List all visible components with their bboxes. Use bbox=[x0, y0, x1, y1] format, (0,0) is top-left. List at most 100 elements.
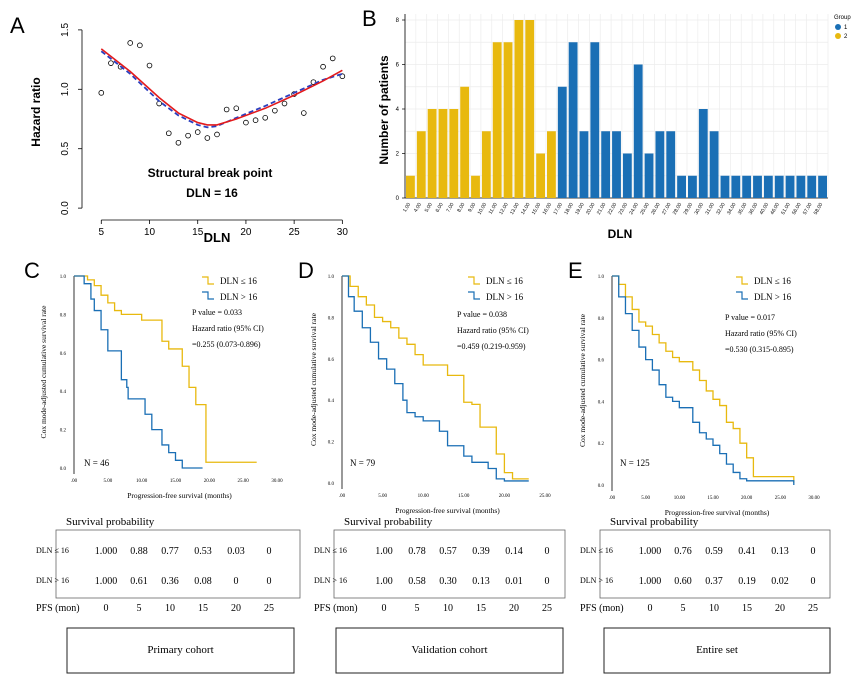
table-cell: 0 bbox=[267, 546, 272, 557]
pfs-value: 20 bbox=[231, 603, 241, 614]
legend-swatch-gt16 bbox=[736, 291, 748, 300]
pfs-value: 5 bbox=[415, 603, 420, 614]
bar-group1 bbox=[677, 175, 686, 198]
bar-group1 bbox=[698, 109, 708, 198]
bar-group2 bbox=[514, 20, 524, 198]
pfs-label: PFS (mon) bbox=[36, 603, 80, 614]
y-tick-label: 0.8 bbox=[60, 313, 67, 318]
x-tick-label: 16.00 bbox=[542, 202, 554, 216]
p-value: P value = 0.033 bbox=[192, 308, 242, 317]
panel-label-a: A bbox=[10, 13, 25, 38]
x-tick-label: 26.00 bbox=[650, 202, 662, 216]
pfs-value: 0 bbox=[648, 603, 653, 614]
bar-group1 bbox=[720, 175, 730, 198]
x-tick-label: .00 bbox=[71, 479, 78, 484]
y-tick-label: 0.0 bbox=[598, 484, 605, 489]
bar-group1 bbox=[709, 131, 719, 198]
y-axis-label: Cox mode-adjusted cumulative survival ra… bbox=[309, 312, 318, 446]
survival-curve-le16 bbox=[74, 275, 257, 463]
x-tick-label: 28.00 bbox=[672, 202, 684, 216]
data-point bbox=[194, 129, 201, 135]
x-tick-label: 20.00 bbox=[204, 479, 216, 484]
bar-group1 bbox=[633, 64, 643, 198]
x-tick-label: 20 bbox=[240, 227, 252, 238]
y-tick-label: 0.5 bbox=[60, 141, 71, 155]
x-tick-label: 24.00 bbox=[628, 202, 640, 216]
table-cell: 1.000 bbox=[639, 576, 662, 587]
x-tick-label: 56.00 bbox=[791, 202, 803, 216]
data-point bbox=[329, 55, 336, 62]
legend-swatch-le16 bbox=[202, 276, 214, 285]
survival-curve-le16 bbox=[612, 275, 795, 483]
x-tick-label: 17.00 bbox=[553, 202, 565, 216]
table-cell: 1.00 bbox=[375, 546, 393, 557]
bar-group1 bbox=[753, 175, 762, 198]
legend-swatch-le16 bbox=[468, 276, 480, 285]
data-point bbox=[175, 139, 182, 146]
y-tick-label: 1.0 bbox=[60, 82, 71, 96]
y-tick-label: 0.0 bbox=[60, 467, 67, 472]
data-point bbox=[272, 107, 278, 114]
x-tick-label: 51.00 bbox=[780, 202, 792, 216]
y-tick-label: 1.5 bbox=[60, 22, 71, 36]
x-tick-label: 10 bbox=[144, 227, 156, 238]
data-point bbox=[146, 62, 153, 69]
table-box bbox=[599, 529, 831, 599]
table-cell: 0.13 bbox=[771, 546, 789, 557]
y-tick-label: 1.0 bbox=[328, 275, 335, 280]
table-cell: 0 bbox=[545, 576, 550, 587]
x-tick-label: 57.00 bbox=[802, 202, 814, 216]
x-tick-label: 25.00 bbox=[539, 494, 551, 499]
y-tick-label: 0.6 bbox=[328, 358, 335, 363]
data-point bbox=[262, 115, 269, 121]
table-cell: 0 bbox=[811, 546, 816, 557]
pfs-value: 0 bbox=[104, 603, 109, 614]
bar-group2 bbox=[406, 175, 415, 198]
survival-curve-gt16 bbox=[342, 275, 529, 482]
x-tick-label: 18.00 bbox=[563, 202, 575, 216]
legend-label-2: 2 bbox=[844, 34, 848, 40]
x-tick-label: 15.00 bbox=[170, 479, 182, 484]
x-tick-label: 12.00 bbox=[498, 202, 510, 216]
legend-swatch-1 bbox=[835, 24, 841, 30]
pfs-value: 5 bbox=[137, 603, 142, 614]
bar-group1 bbox=[655, 131, 665, 198]
x-tick-label: 15.00 bbox=[458, 494, 470, 499]
bar-group2 bbox=[492, 42, 502, 198]
pfs-label: PFS (mon) bbox=[580, 603, 624, 614]
x-tick-label: 22.00 bbox=[607, 202, 619, 216]
x-tick-label: 25 bbox=[289, 227, 301, 238]
x-tick-label: 20.00 bbox=[499, 494, 511, 499]
y-tick-label: 0.2 bbox=[60, 429, 67, 434]
bar-group2 bbox=[471, 175, 480, 198]
x-tick-label: 10.00 bbox=[136, 479, 148, 484]
hazard-ratio-label: Hazard ratio (95% CI) bbox=[725, 329, 797, 338]
x-tick-label: 30 bbox=[337, 227, 349, 238]
panel-label-d: D bbox=[298, 258, 314, 283]
bar-group1 bbox=[688, 175, 697, 198]
y-tick-label: 0.6 bbox=[60, 352, 67, 357]
x-tick-label: 36.00 bbox=[748, 202, 760, 216]
y-tick-label: 1.0 bbox=[60, 275, 67, 280]
table-cell: 0.39 bbox=[472, 546, 490, 557]
y-axis-label: Cox mode-adjusted cumulative survival ra… bbox=[578, 313, 587, 447]
x-tick-label: 10.00 bbox=[418, 494, 430, 499]
x-tick-label: 5 bbox=[99, 227, 105, 238]
hazard-ratio-value: =0.255 (0.073-0.896) bbox=[192, 340, 261, 349]
table-cell: 0.61 bbox=[130, 576, 148, 587]
pfs-value: 15 bbox=[198, 603, 208, 614]
y-tick-label: 0.8 bbox=[598, 317, 605, 322]
table-cell: 0.60 bbox=[674, 576, 692, 587]
legend-title: Group bbox=[834, 15, 851, 21]
table-cell: 0.36 bbox=[161, 576, 179, 587]
y-tick-label: 0.4 bbox=[598, 400, 605, 405]
y-axis-label: Cox mode-adjusted cumulative survival ra… bbox=[39, 305, 48, 439]
sample-size: N = 46 bbox=[84, 458, 110, 468]
x-tick-label: 32.00 bbox=[715, 202, 727, 216]
panel-a: A 0.0 0.5 1.0 1.5 5 10 15 20 25 30 Hazard ratio DLN S… bbox=[10, 13, 353, 245]
table-row-label: DLN ≤ 16 bbox=[36, 546, 69, 555]
bar-group1 bbox=[796, 175, 806, 198]
x-tick-label: 25.00 bbox=[238, 479, 250, 484]
bar-group1 bbox=[774, 175, 784, 198]
x-tick-label: 6.00 bbox=[435, 202, 445, 214]
